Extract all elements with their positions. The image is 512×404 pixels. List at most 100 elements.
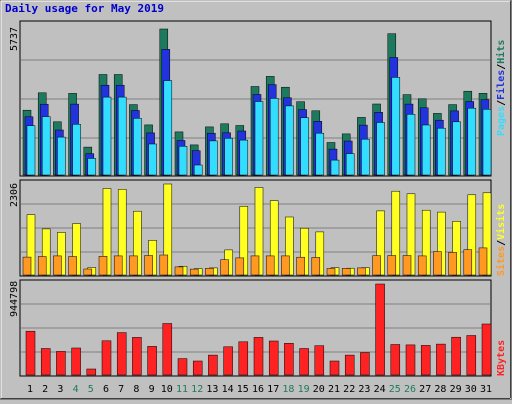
bar-sites-day-23	[357, 267, 366, 276]
bar-pages-day-13	[209, 140, 218, 176]
bar-kbytes-day-11	[177, 358, 188, 376]
bar-pages-day-11	[178, 146, 188, 176]
bar-pages-day-14	[224, 138, 233, 176]
bar-kbytes-day-18	[284, 343, 294, 376]
bar-kbytes-day-19	[299, 348, 309, 376]
bar-pages-day-4	[72, 124, 81, 176]
bar-kbytes-day-4	[71, 347, 81, 376]
bar-pages-day-15	[239, 139, 249, 176]
x-label-day-21: 21	[328, 384, 340, 395]
bar-pages-day-31	[482, 109, 492, 176]
bar-kbytes-day-27	[420, 345, 431, 376]
bar-sites-day-4	[68, 256, 77, 276]
legend-sep-1: /	[496, 100, 507, 106]
bar-sites-day-19	[296, 256, 305, 276]
bar-sites-day-25	[387, 255, 397, 276]
bar-sites-day-16	[250, 255, 260, 276]
x-label-day-14: 14	[222, 384, 234, 395]
x-label-day-20: 20	[313, 384, 325, 395]
bar-kbytes-day-8	[132, 337, 142, 376]
bar-kbytes-day-20	[314, 345, 325, 376]
y-max-label-visits: 2306	[9, 183, 20, 207]
bar-kbytes-day-23	[360, 352, 370, 376]
bar-kbytes-day-16	[253, 337, 264, 376]
bar-kbytes-day-6	[101, 340, 112, 376]
bar-kbytes-day-5	[86, 368, 97, 376]
x-label-day-7: 7	[118, 384, 124, 395]
x-label-day-28: 28	[434, 384, 446, 395]
x-label-day-26: 26	[404, 384, 416, 395]
bar-sites-day-14	[220, 259, 229, 276]
bars-layer	[22, 28, 492, 376]
x-label-day-1: 1	[27, 384, 33, 395]
bar-pages-day-6	[102, 96, 112, 176]
bar-kbytes-day-2	[40, 348, 51, 376]
x-label-day-2: 2	[42, 384, 48, 395]
legend-pages: Pages	[496, 106, 507, 136]
bar-kbytes-day-15	[238, 341, 249, 376]
bar-sites-day-24	[372, 255, 381, 276]
bar-kbytes-day-14	[223, 346, 233, 376]
x-label-day-24: 24	[374, 384, 386, 395]
bar-sites-day-8	[129, 255, 138, 276]
bar-kbytes-day-24	[375, 283, 385, 376]
legend-kbytes-panel: KBytes	[496, 340, 507, 376]
bar-kbytes-day-22	[344, 354, 355, 376]
x-label-day-29: 29	[450, 384, 462, 395]
bar-kbytes-day-12	[192, 360, 203, 376]
bar-pages-day-7	[117, 96, 127, 176]
bar-sites-day-30	[463, 249, 473, 276]
bar-sites-day-18	[281, 255, 290, 276]
bar-pages-day-16	[254, 101, 264, 176]
x-label-day-31: 31	[480, 384, 492, 395]
bar-pages-day-10	[163, 80, 173, 176]
bar-sites-day-15	[235, 257, 245, 276]
bar-kbytes-day-1	[25, 330, 36, 376]
x-label-day-8: 8	[133, 384, 139, 395]
bar-pages-day-21	[330, 159, 340, 176]
x-label-day-9: 9	[149, 384, 155, 395]
bar-pages-day-2	[41, 116, 51, 176]
bar-pages-day-28	[437, 127, 446, 176]
bar-kbytes-day-25	[390, 344, 401, 376]
bar-kbytes-day-31	[481, 323, 492, 376]
bar-pages-day-17	[269, 98, 279, 176]
x-label-day-12: 12	[191, 384, 203, 395]
bar-kbytes-day-17	[268, 340, 279, 376]
x-label-day-4: 4	[73, 384, 79, 395]
x-label-day-10: 10	[161, 384, 173, 395]
bar-sites-day-27	[417, 255, 427, 276]
x-label-day-15: 15	[237, 384, 249, 395]
bar-kbytes-day-13	[208, 354, 218, 376]
bar-sites-day-29	[448, 252, 457, 276]
bar-pages-day-25	[391, 77, 401, 176]
x-label-day-22: 22	[343, 384, 355, 395]
bar-pages-day-8	[133, 118, 142, 176]
legend-sep-3: /	[496, 240, 507, 246]
bar-sites-day-5	[83, 268, 93, 276]
bar-pages-day-3	[57, 136, 66, 176]
legend-sep-2: /	[496, 64, 507, 70]
bar-sites-day-13	[205, 268, 214, 276]
legend-visits-panel: Sites/Visits	[495, 204, 507, 276]
bar-pages-day-18	[285, 105, 294, 176]
x-label-day-5: 5	[88, 384, 94, 395]
bar-pages-day-22	[345, 153, 355, 176]
x-label-day-6: 6	[103, 384, 109, 395]
x-label-day-11: 11	[176, 384, 188, 395]
x-label-day-27: 27	[419, 384, 431, 395]
bar-sites-day-17	[265, 255, 275, 276]
legend-visits: Visits	[495, 204, 507, 240]
bar-sites-day-31	[478, 247, 488, 276]
legend-files: Files	[495, 70, 507, 100]
bar-pages-day-26	[406, 114, 416, 176]
bar-kbytes-day-29	[451, 336, 461, 376]
x-label-day-16: 16	[252, 384, 264, 395]
x-label-day-17: 17	[267, 384, 279, 395]
bar-sites-day-2	[37, 256, 47, 276]
x-label-day-13: 13	[206, 384, 218, 395]
bar-pages-day-29	[452, 121, 461, 176]
bar-sites-day-12	[189, 268, 199, 276]
